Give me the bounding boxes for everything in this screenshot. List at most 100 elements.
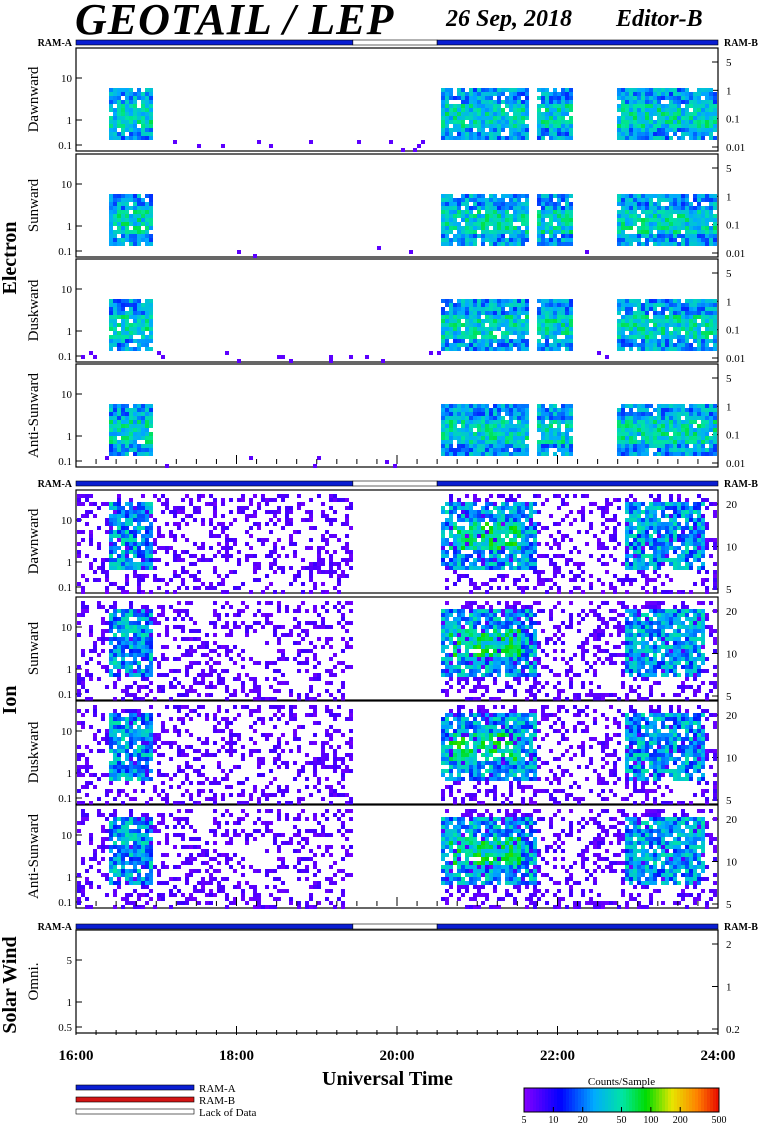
spectrogram-cell (457, 578, 461, 582)
spectrogram-cell (617, 108, 621, 112)
spectrogram-cell (689, 124, 693, 128)
spectrogram-cell (473, 444, 477, 448)
spectrogram-cell (629, 404, 633, 408)
spectrogram-cell (541, 226, 545, 230)
spectrogram-cell (681, 554, 685, 558)
spectrogram-cell (685, 112, 689, 116)
spectrogram-cell (309, 566, 313, 570)
spectrogram-cell (713, 323, 717, 327)
spectrogram-cell (173, 534, 177, 538)
spectrogram-cell (145, 238, 149, 242)
spectrogram-cell (713, 428, 717, 432)
spectrogram-cell (553, 319, 557, 323)
spectrogram-cell (697, 234, 701, 238)
spectrogram-cell (505, 218, 509, 222)
spectrogram-cell (665, 307, 669, 311)
spectrogram-cell (605, 355, 609, 359)
spectrogram-cell (649, 538, 653, 542)
spectrogram-cell (633, 136, 637, 140)
spectrogram-cell (77, 689, 81, 693)
spectrogram-cell (565, 88, 569, 92)
spectrogram-cell (705, 234, 709, 238)
spectrogram-cell (133, 526, 137, 530)
spectrogram-cell (549, 96, 553, 100)
spectrogram-cell (449, 498, 453, 502)
spectrogram-cell (461, 432, 465, 436)
spectrogram-cell (693, 331, 697, 335)
spectrogram-cell (525, 546, 529, 550)
spectrogram-cell (461, 307, 465, 311)
spectrogram-cell (309, 526, 313, 530)
spectrogram-cell (561, 416, 565, 420)
spectrogram-cell (633, 92, 637, 96)
spectrogram-cell (649, 327, 653, 331)
spectrogram-cell (281, 526, 285, 530)
spectrogram-cell (617, 347, 621, 351)
spectrogram-cell (485, 404, 489, 408)
spectrogram-cell (525, 315, 529, 319)
spectrogram-cell (697, 546, 701, 550)
spectrogram-cell (465, 510, 469, 514)
spectrogram-cell (545, 230, 549, 234)
spectrogram-cell (473, 530, 477, 534)
spectrogram-cell (629, 542, 633, 546)
spectrogram-cell (625, 214, 629, 218)
spectrogram-cell (453, 303, 457, 307)
spectrogram-cell (181, 534, 185, 538)
spectrogram-cell (505, 210, 509, 214)
spectrogram-cell (625, 578, 629, 582)
spectrogram-cell (625, 554, 629, 558)
spectrogram-cell (309, 570, 313, 574)
spectrogram-cell (617, 319, 621, 323)
spectrogram-cell (489, 214, 493, 218)
spectrogram-cell (453, 432, 457, 436)
spectrogram-cell (497, 558, 501, 562)
spectrogram-cell (697, 534, 701, 538)
panel-label: Sunward (26, 178, 42, 232)
spectrogram-cell (521, 210, 525, 214)
spectrogram-cell (525, 218, 529, 222)
spectrogram-cell (561, 436, 565, 440)
spectrogram-cell (145, 538, 149, 542)
spectrogram-cell (133, 214, 137, 218)
spectrogram-cell (481, 566, 485, 570)
spectrogram-cell (133, 416, 137, 420)
spectrogram-cell (121, 506, 125, 510)
right-tick-label: 0.1 (726, 114, 740, 126)
spectrogram-cell (145, 104, 149, 108)
spectrogram-cell (537, 210, 541, 214)
spectrogram-cell (537, 315, 541, 319)
spectrogram-cell (489, 562, 493, 566)
spectrogram-cell (629, 347, 633, 351)
spectrogram-cell (445, 234, 449, 238)
spectrogram-cell (145, 510, 149, 514)
spectrogram-cell (109, 582, 113, 586)
spectrogram-cell (489, 534, 493, 538)
spectrogram-cell (481, 299, 485, 303)
spectrogram-cell (673, 222, 677, 226)
spectrogram-cell (149, 315, 153, 319)
spectrogram-cell (649, 299, 653, 303)
spectrogram-cell (689, 506, 693, 510)
spectrogram-cell (669, 100, 673, 104)
spectrogram-cell (553, 323, 557, 327)
spectrogram-cell (673, 436, 677, 440)
spectrogram-cell (485, 506, 489, 510)
spectrogram-cell (541, 112, 545, 116)
spectrogram-cell (565, 210, 569, 214)
spectrogram-cell (653, 238, 657, 242)
spectrogram-cell (89, 697, 93, 701)
spectrogram-cell (701, 562, 705, 566)
spectrogram-cell (469, 194, 473, 198)
spectrogram-cell (517, 104, 521, 108)
spectrogram-cell (697, 440, 701, 444)
spectrogram-cell (129, 412, 133, 416)
spectrogram-cell (629, 416, 633, 420)
spectrogram-cell (141, 452, 145, 456)
spectrogram-cell (677, 590, 681, 594)
spectrogram-cell (473, 566, 477, 570)
spectrogram-cell (141, 428, 145, 432)
spectrogram-cell (137, 542, 141, 546)
spectrogram-cell (497, 514, 501, 518)
spectrogram-cell (685, 210, 689, 214)
